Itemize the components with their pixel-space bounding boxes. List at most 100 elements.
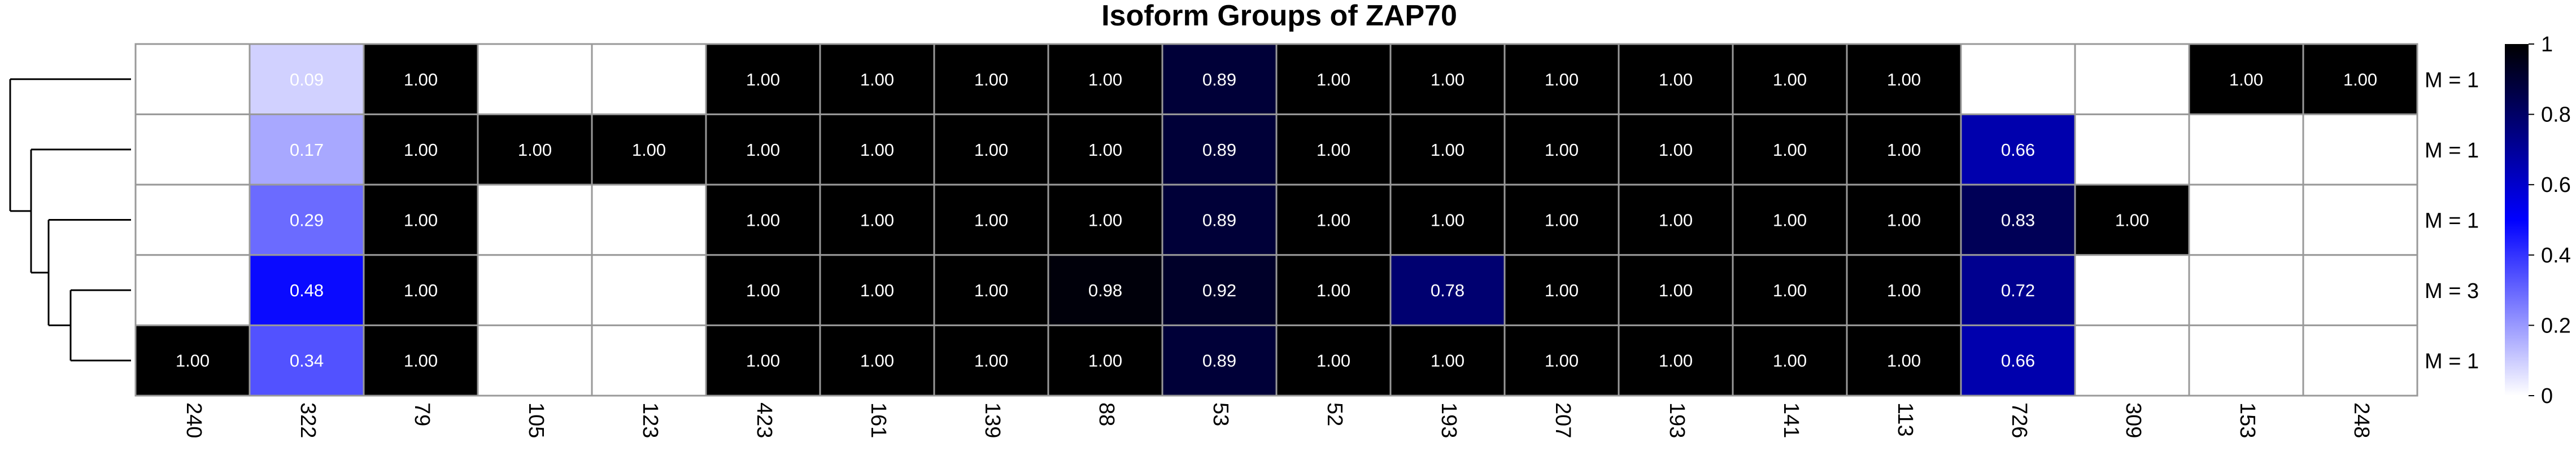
heatmap-cell <box>933 183 1049 256</box>
heatmap-cell <box>1618 43 1734 116</box>
colorbar-tick-label: 0.4 <box>2541 244 2571 268</box>
heatmap-cell <box>249 254 365 326</box>
row-label: M = 1 <box>2425 350 2479 374</box>
cell-value-label: 1.00 <box>860 281 894 300</box>
cell-value-label: 0.66 <box>2001 140 2035 160</box>
column-label: 153 <box>2235 402 2259 438</box>
cell-value-label: 0.34 <box>290 351 324 371</box>
row-label: M = 3 <box>2425 279 2479 303</box>
heatmap-cell <box>477 254 593 326</box>
heatmap-cell <box>477 324 593 397</box>
column-label: 123 <box>638 402 662 438</box>
heatmap-cell <box>2074 324 2190 397</box>
heatmap-cell <box>1389 43 1506 116</box>
cell-value-label: 0.89 <box>1202 69 1236 89</box>
cell-value-label: 1.00 <box>1431 69 1464 89</box>
cell-value-label: 1.00 <box>746 281 780 300</box>
heatmap-cell <box>2302 43 2418 116</box>
cell-value-label: 1.00 <box>404 281 438 300</box>
heatmap-cell <box>2302 254 2418 326</box>
cell-value-label: 1.00 <box>1545 351 1579 371</box>
colorbar-tick-label: 0.6 <box>2541 173 2571 197</box>
heatmap-cell <box>1047 113 1163 186</box>
cell-value-label: 1.00 <box>1431 211 1464 230</box>
heatmap-cell <box>1389 113 1506 186</box>
colorbar-tick-label: 0 <box>2541 384 2553 408</box>
cell-value-label: 1.00 <box>2343 69 2377 89</box>
heatmap-cell <box>1275 324 1392 397</box>
heatmap-cell <box>2188 254 2304 326</box>
heatmap-cell <box>2074 113 2190 186</box>
cell-value-label: 1.00 <box>1317 351 1350 371</box>
heatmap-cell <box>2074 43 2190 116</box>
dendrogram <box>9 78 131 362</box>
cell-value-label: 0.89 <box>1202 351 1236 371</box>
cell-value-label: 1.00 <box>746 351 780 371</box>
colorbar-tick-label: 0.2 <box>2541 314 2571 338</box>
heatmap-cell <box>1275 43 1392 116</box>
heatmap-cell <box>591 43 707 116</box>
heatmap-cell <box>1047 324 1163 397</box>
row-label: M = 1 <box>2425 139 2479 163</box>
cell-value-label: 1.00 <box>1773 211 1807 230</box>
heatmap-cell <box>1275 113 1392 186</box>
heatmap-cell <box>477 43 593 116</box>
column-label: 105 <box>524 402 548 438</box>
cell-value-label: 1.00 <box>176 351 210 371</box>
heatmap-cell <box>1503 324 1620 397</box>
heatmap-cell <box>591 183 707 256</box>
cell-value-label: 0.09 <box>290 69 324 89</box>
cell-value-label: 0.89 <box>1202 140 1236 160</box>
heatmap-cell <box>1275 254 1392 326</box>
heatmap-cell <box>134 254 251 326</box>
column-label: 161 <box>866 402 890 438</box>
colorbar: 0 0.2 0.4 0.6 0.8 1 <box>2505 33 2571 408</box>
cell-value-label: 1.00 <box>1088 69 1122 89</box>
heatmap-cell <box>1960 113 2076 186</box>
heatmap-cell <box>705 183 821 256</box>
heatmap-cell <box>134 183 251 256</box>
heatmap-cell <box>1960 43 2076 116</box>
column-label: 423 <box>752 402 776 438</box>
cell-value-label: 1.00 <box>1545 281 1579 300</box>
colorbar-tick-label: 1 <box>2541 33 2553 56</box>
heatmap-cell <box>1503 183 1620 256</box>
heatmap-cell <box>477 183 593 256</box>
heatmap-cell <box>1389 183 1506 256</box>
cell-value-label: 1.00 <box>746 211 780 230</box>
cell-value-label: 0.29 <box>290 211 324 230</box>
cell-value-label: 1.00 <box>1545 140 1579 160</box>
cell-value-label: 1.00 <box>404 211 438 230</box>
heatmap-cell <box>1503 254 1620 326</box>
column-label: 248 <box>2350 402 2373 438</box>
heatmap-cell <box>1047 43 1163 116</box>
column-label: 193 <box>1437 402 1461 438</box>
cell-value-label: 1.00 <box>1887 140 1921 160</box>
colorbar-gradient <box>2505 44 2529 396</box>
cell-value-label: 1.00 <box>1887 211 1921 230</box>
heatmap-cell <box>2302 324 2418 397</box>
column-label: 141 <box>1779 402 1803 438</box>
row-labels: M = 1 M = 1 M = 1 M = 3 M = 1 <box>2425 68 2479 373</box>
cell-value-label: 1.00 <box>1088 140 1122 160</box>
heatmap-cell <box>2302 183 2418 256</box>
cell-value-label: 1.00 <box>1545 211 1579 230</box>
heatmap-cell <box>1047 254 1163 326</box>
cell-value-label: 0.17 <box>290 140 324 160</box>
heatmap-cell <box>933 324 1049 397</box>
heatmap-cell <box>705 324 821 397</box>
column-label: 113 <box>1893 402 1917 437</box>
cell-value-label: 1.00 <box>1887 69 1921 89</box>
cell-value-label: 1.00 <box>1887 351 1921 371</box>
column-label: 79 <box>410 402 434 426</box>
heatmap-cell <box>705 43 821 116</box>
cell-value-label: 1.00 <box>404 69 438 89</box>
heatmap-cell <box>249 324 365 397</box>
cell-value-label: 1.00 <box>1317 140 1350 160</box>
cell-value-label: 1.00 <box>974 211 1008 230</box>
cell-value-label: 1.00 <box>1431 140 1464 160</box>
heatmap-cell <box>134 43 251 116</box>
heatmap-cell <box>1846 183 1962 256</box>
heatmap-cell <box>1846 324 1962 397</box>
